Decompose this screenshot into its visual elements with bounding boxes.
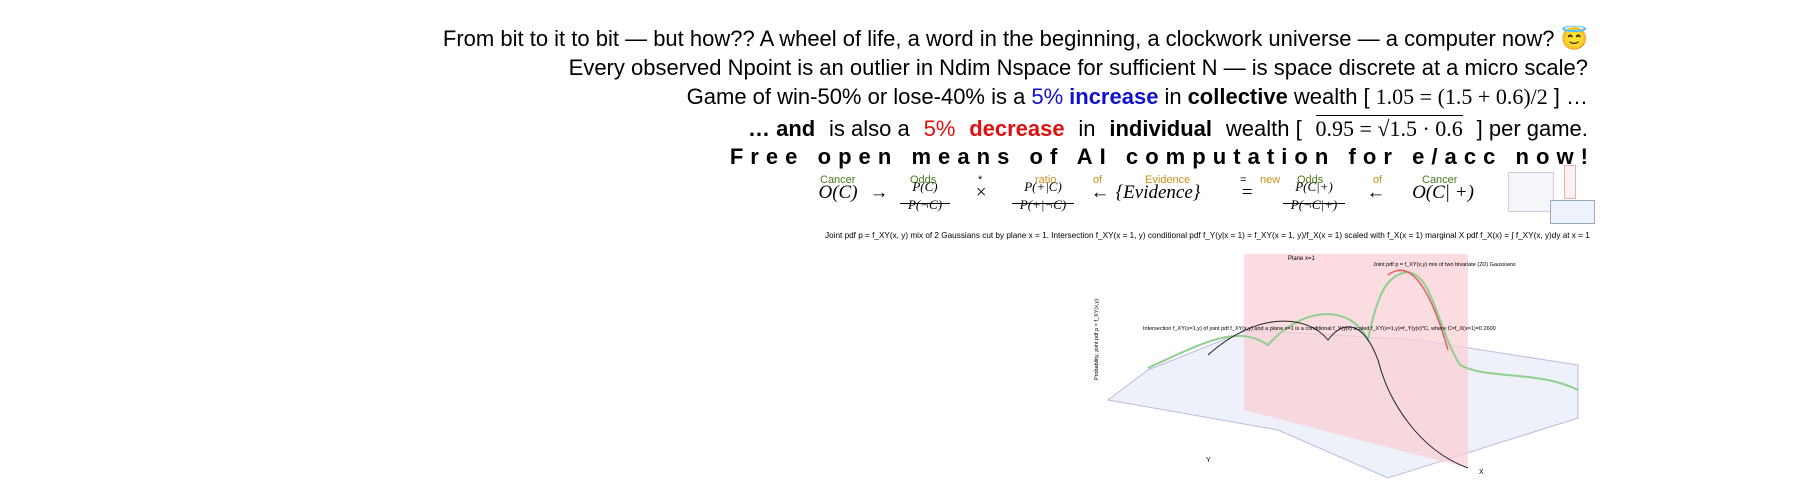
formula-term: P(¬C)	[907, 197, 943, 212]
emphasis: … and	[748, 116, 816, 141]
fraction-bar	[1283, 203, 1345, 204]
line-text: ] per game.	[1476, 116, 1588, 141]
formula-label: =	[1240, 174, 1247, 186]
formula-label: Cancer	[820, 174, 856, 186]
line-text: Free open means of AI computation for e/…	[729, 144, 1595, 169]
formula-term: →	[869, 182, 889, 203]
formula-term: P(+|C)	[1024, 179, 1062, 194]
line-text: ] …	[1553, 84, 1588, 109]
emphasis: collective	[1187, 84, 1288, 109]
line-text: in	[1164, 84, 1182, 109]
caption: Joint pdf p = f_XY(x, y) mix of 2 Gaussi…	[825, 231, 1590, 240]
surface-peak	[1387, 269, 1449, 351]
formula-term: =	[1240, 182, 1254, 203]
thumbnail	[1564, 165, 1576, 199]
highlight: 5%	[1031, 84, 1064, 109]
text-line: Game of win-50% or lose-40% is a 5% incr…	[687, 84, 1588, 110]
formula-term: P(C|+)	[1295, 179, 1333, 194]
formula-label: Odds	[1297, 174, 1324, 186]
highlight: decrease	[969, 116, 1065, 141]
formula-term: P(¬C|+)	[1290, 197, 1338, 212]
plot-label: Joint pdf p = f_XY(x,y) mix of two bivar…	[1373, 262, 1516, 268]
intersection-curve	[1377, 359, 1469, 469]
formula-label: *	[978, 174, 983, 186]
axis-label: Probability, joint pdf p = f_XY(x,y)	[1094, 299, 1100, 380]
math: 1.05 = (1.5 + 0.6)/2	[1375, 84, 1548, 109]
line-text: Every observed Npoint is an outlier in N…	[568, 55, 1588, 80]
formula-label: Odds	[910, 174, 937, 186]
formula-label: of	[1373, 174, 1383, 186]
math: 0.95 = √1.5 · 0.6	[1315, 115, 1463, 141]
fraction-bar	[900, 203, 950, 204]
highlight: increase	[1069, 84, 1159, 109]
formula-term: P(+|¬C)	[1019, 197, 1067, 212]
line-text: wealth [	[1225, 116, 1302, 141]
formula-label: of	[1093, 174, 1103, 186]
axis-label: X	[1479, 469, 1484, 476]
formula-label: Evidence	[1145, 174, 1191, 186]
text-line: … and is also a 5% decrease in individua…	[748, 115, 1588, 142]
line-text: in	[1078, 116, 1096, 141]
formula-term: ←	[1366, 182, 1386, 203]
thumbnail	[1508, 172, 1554, 212]
line-text: is also a	[829, 116, 910, 141]
text-line: From bit to it to bit — but how?? A whee…	[443, 26, 1588, 52]
formula-term: P(C)	[912, 179, 938, 194]
plot-label: Plane x=1	[1288, 256, 1316, 262]
formula-label: Cancer	[1422, 174, 1458, 186]
line-text: wealth [	[1293, 84, 1370, 109]
formula-term: ×	[974, 182, 988, 203]
surface-ridge	[1147, 270, 1579, 391]
formula-label: ratio	[1035, 174, 1057, 186]
line-text: Game of win-50% or lose-40% is a	[686, 84, 1026, 109]
thumbnail	[1550, 200, 1595, 224]
fraction-bar	[1012, 203, 1074, 204]
emphasis: individual	[1109, 116, 1213, 141]
formula-term: O(C| +)	[1412, 182, 1474, 203]
text-line: Every observed Npoint is an outlier in N…	[569, 55, 1588, 81]
line-text: From bit to it to bit — but how?? A whee…	[442, 26, 1588, 51]
formula-term: O(C)	[818, 182, 858, 203]
plot-3d: Plane x=1 Joint pdf p = f_XY(x,y) mix of…	[1094, 254, 1579, 479]
formula-term: ←	[1090, 182, 1110, 203]
text-line: Free open means of AI computation for e/…	[730, 144, 1595, 170]
plot-label: Intersection f_XY(x=1,y) of joint pdf f_…	[1143, 326, 1496, 332]
highlight: 5%	[923, 116, 956, 141]
formula-term: {Evidence}	[1115, 182, 1201, 203]
intersection-curve	[1207, 320, 1379, 361]
formula-label: new	[1260, 174, 1281, 186]
plane	[1244, 254, 1468, 468]
axis-label: Y	[1206, 457, 1211, 464]
